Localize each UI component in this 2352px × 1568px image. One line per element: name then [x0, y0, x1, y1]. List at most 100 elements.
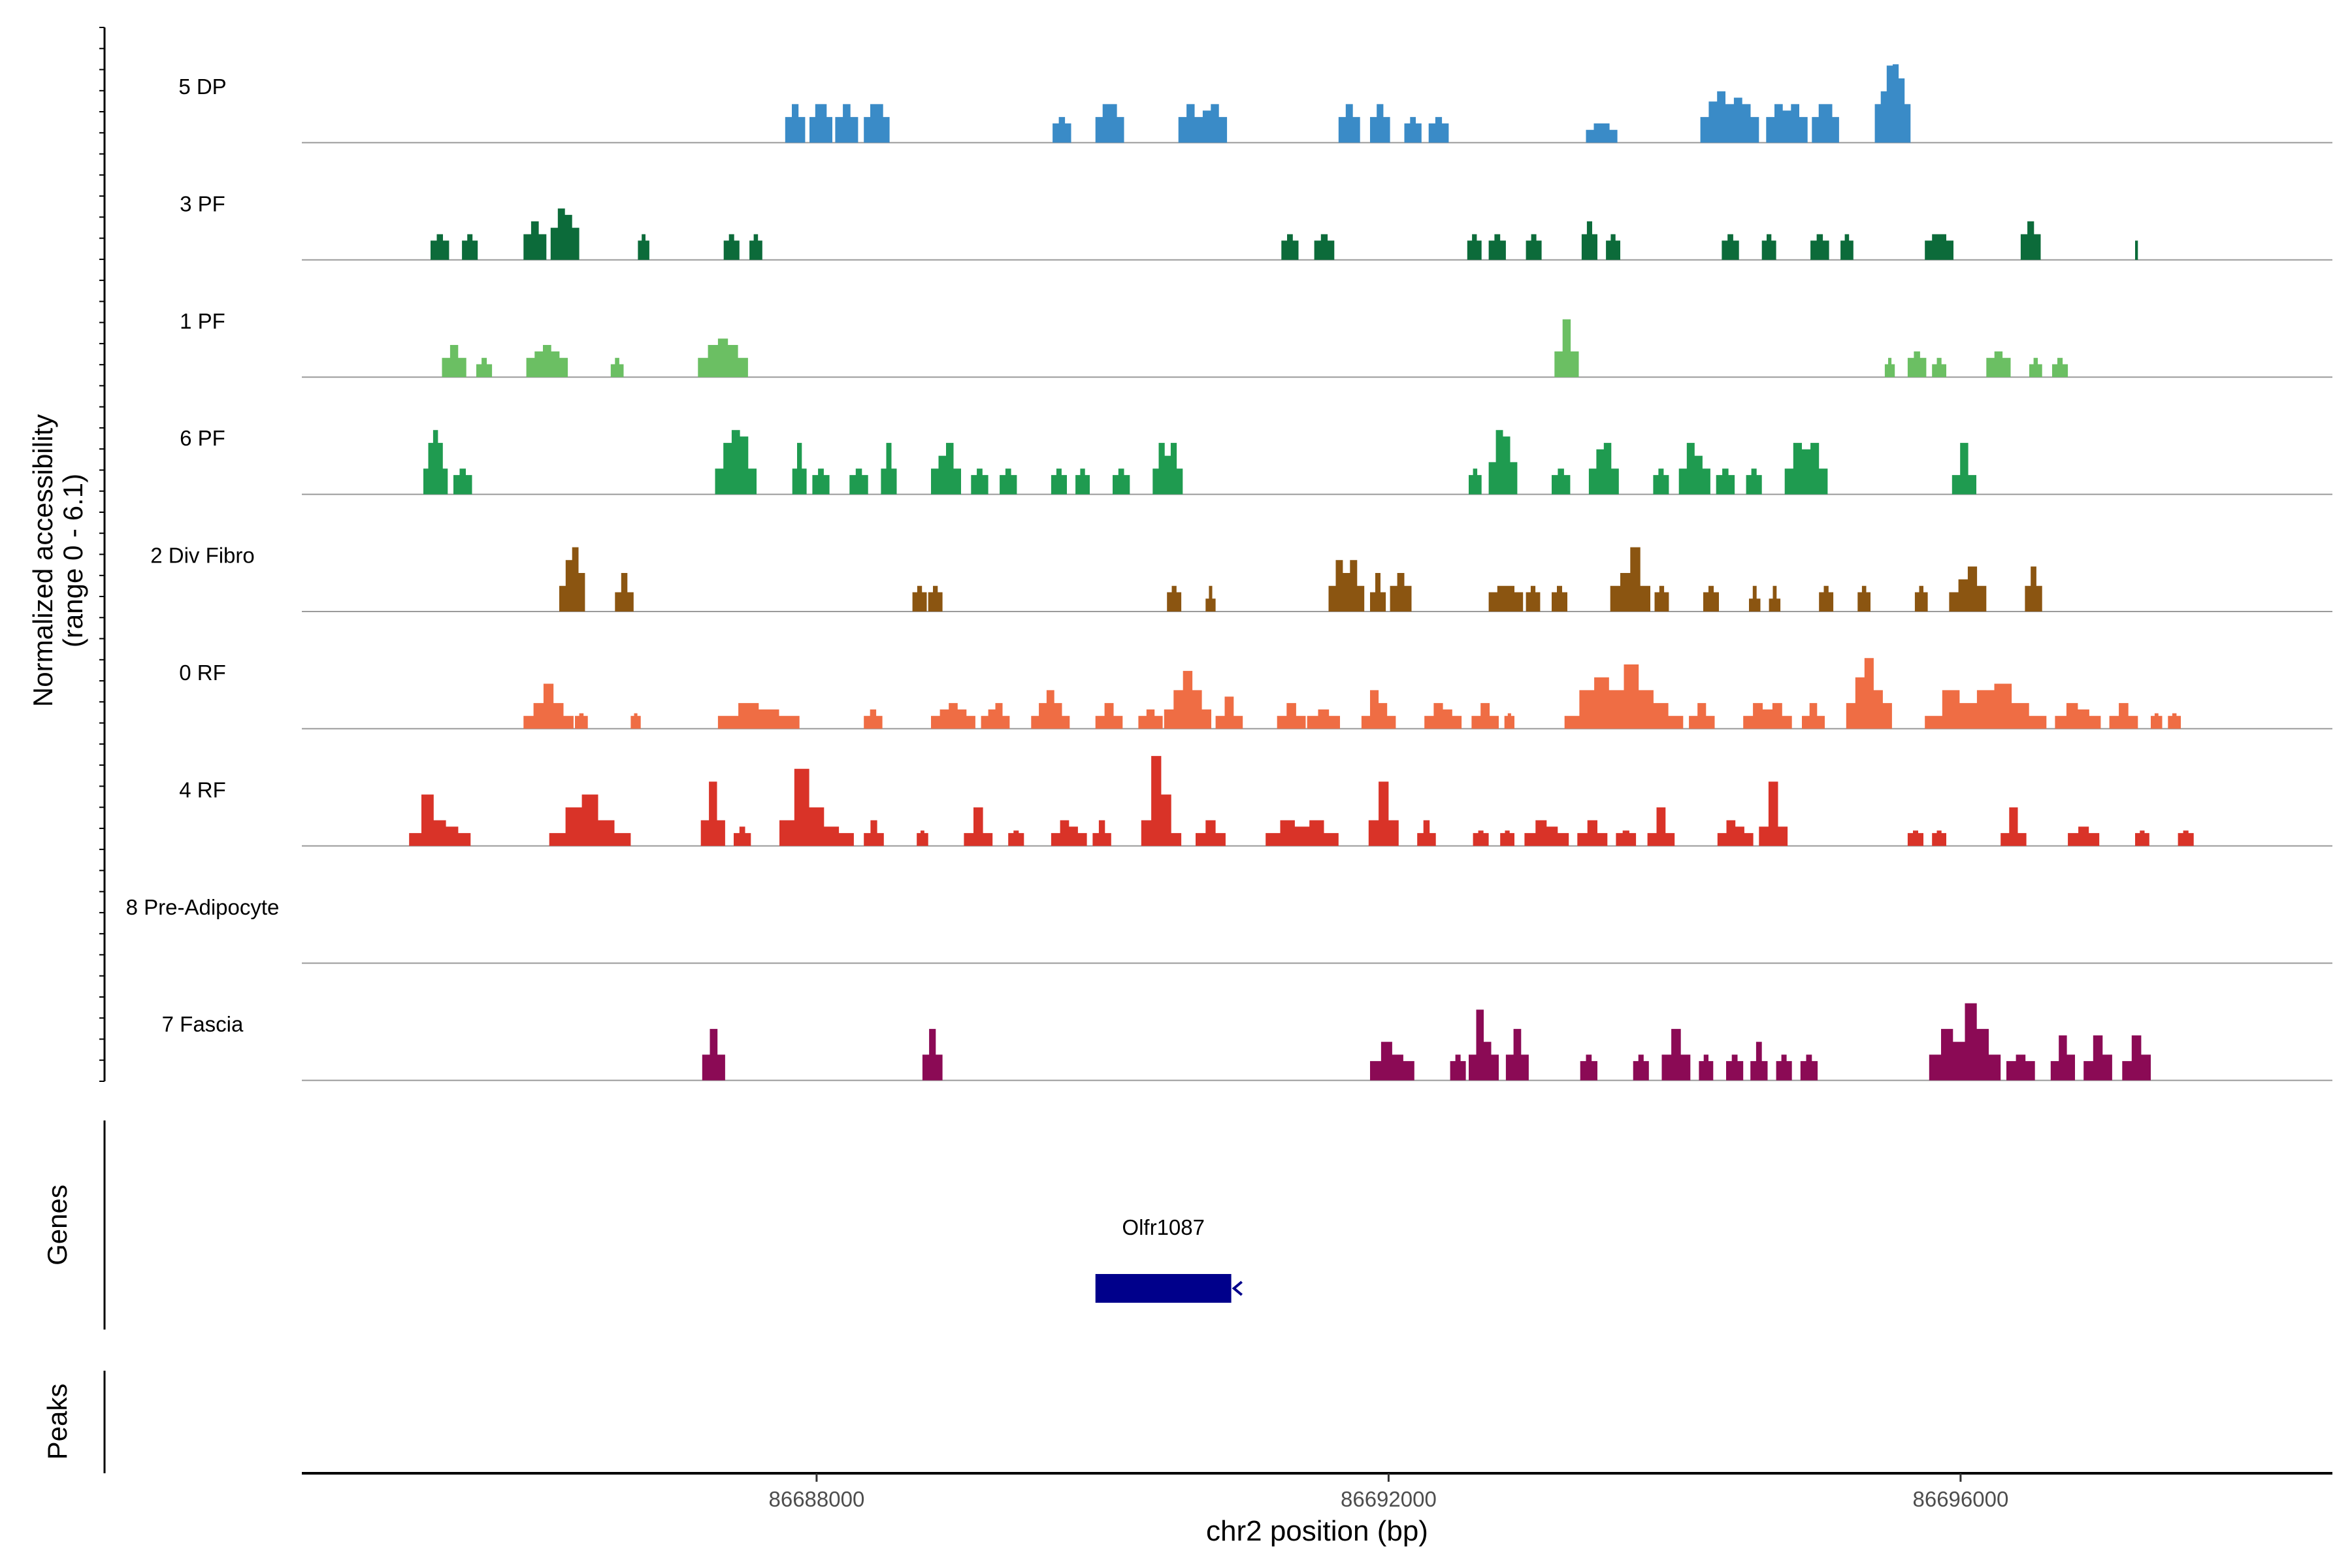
coverage-peak: [1819, 585, 1834, 612]
coverage-peak: [1846, 658, 1892, 729]
track-label: 4 RF: [179, 777, 226, 802]
coverage-peak: [1564, 664, 1684, 729]
coverage-peak: [2001, 807, 2027, 846]
coverage-peak: [1647, 807, 1675, 846]
track-label: 7 Fascia: [162, 1012, 244, 1036]
coverage-peak: [785, 104, 806, 143]
coverage-peak: [1840, 234, 1854, 260]
coverage-peak: [1031, 690, 1070, 729]
coverage-peak: [549, 794, 631, 846]
coverage-peak: [1526, 585, 1541, 612]
coverage-peak: [615, 573, 634, 612]
x-tick-label: 86696000: [1912, 1487, 2008, 1511]
coverage-peak: [779, 768, 854, 846]
coverage-peak: [1874, 64, 1911, 143]
coverage-peak: [2025, 566, 2042, 612]
coverage-peak: [1606, 234, 1620, 260]
coverage-peak: [1488, 234, 1506, 260]
coverage-peak: [1524, 820, 1569, 846]
coverage-peak: [1726, 1054, 1744, 1081]
coverage-peak: [1812, 104, 1839, 143]
track-1-pf: 1 PF: [180, 309, 2332, 378]
coverage-peak: [700, 781, 725, 846]
y-axis-title-line-1: Normalized accessibility: [27, 414, 58, 707]
coverage-peak: [1368, 781, 1399, 846]
coverage-peak: [1473, 830, 1489, 846]
coverage-peak: [1417, 820, 1436, 846]
coverage-peak: [912, 585, 927, 612]
coverage-peak: [1580, 1054, 1597, 1081]
y-axis-title-line-2: (range 0 - 6.1): [57, 474, 88, 647]
coverage-peak: [1678, 442, 1710, 495]
track-8-pre-adipocyte: 8 Pre-Adipocyte: [126, 895, 2332, 964]
track-2-div-fibro: 2 Div Fibro: [150, 544, 2332, 612]
coverage-peak: [1952, 442, 1976, 495]
coverage-peak: [1428, 117, 1449, 143]
coverage-peak: [1196, 820, 1226, 846]
coverage-peak: [2151, 713, 2163, 729]
coverage-peak: [1610, 547, 1650, 612]
coverage-peak: [881, 442, 897, 495]
coverage-peak: [1653, 468, 1669, 495]
coverage-peak: [2135, 240, 2138, 260]
coverage-peak: [1759, 781, 1788, 846]
coverage-peak: [1113, 468, 1130, 495]
coverage-peak: [1051, 468, 1067, 495]
coverage-peak: [792, 442, 807, 495]
coverage-peak: [964, 807, 993, 846]
coverage-peak: [1722, 234, 1739, 260]
coverage-peak: [1370, 1041, 1414, 1081]
coverage-peak: [2006, 1054, 2035, 1081]
coverage-peak: [1467, 234, 1482, 260]
coverage-peak: [1749, 585, 1761, 612]
coverage-peak: [1633, 1054, 1649, 1081]
gene-body: [1095, 1274, 1232, 1303]
coverage-peak: [575, 713, 588, 729]
coverage-peak: [717, 703, 800, 729]
coverage-peak: [1554, 319, 1579, 378]
coverage-peak: [559, 547, 585, 612]
peaks-panel-label-text: Peaks: [42, 1384, 73, 1460]
gene-label: Olfr1087: [1122, 1215, 1205, 1239]
track-label: 2 Div Fibro: [150, 544, 255, 568]
coverage-peak: [1616, 830, 1637, 846]
coverage-peak: [1932, 357, 1946, 378]
track-4-rf: 4 RF: [179, 756, 2332, 847]
coverage-peak: [1505, 1028, 1529, 1081]
coverage-peak: [526, 345, 568, 378]
coverage-peak: [1370, 573, 1386, 612]
coverage-peak: [1370, 104, 1390, 143]
coverage-peak: [1929, 1003, 2001, 1081]
coverage-peak: [1925, 683, 2047, 729]
coverage-peak: [453, 468, 472, 495]
y-axis-title: Normalized accessibility (range 0 - 6.1): [27, 414, 88, 707]
coverage-peak: [835, 104, 858, 143]
coverage-peak: [1053, 117, 1071, 143]
coverage-peak: [922, 1028, 943, 1081]
coverage-peak: [1471, 703, 1499, 729]
coverage-peak: [1907, 351, 1927, 378]
coverage-peak: [1266, 820, 1339, 846]
coverage-peak: [1277, 703, 1306, 729]
coverage-peak: [1205, 585, 1216, 612]
coverage-peak: [812, 468, 830, 495]
coverage-peak: [1488, 585, 1524, 612]
coverage-peak: [1152, 442, 1183, 495]
coverage-peak: [409, 794, 471, 846]
coverage-peak: [1717, 820, 1754, 846]
coverage-peak: [2168, 713, 2181, 729]
coverage-peak: [1361, 690, 1396, 729]
coverage-peak: [734, 826, 751, 846]
coverage-peak: [1138, 709, 1163, 729]
coverage-peak: [1141, 756, 1182, 846]
coverage-peak: [1716, 468, 1735, 495]
coverage-peak: [928, 585, 943, 612]
coverage-peak: [1051, 820, 1087, 846]
coverage-peak: [442, 345, 466, 378]
coverage-peak: [1338, 104, 1360, 143]
coverage-peak: [1703, 585, 1719, 612]
coverage-peak: [1661, 1028, 1691, 1081]
track-6-pf: 6 PF: [180, 426, 2332, 495]
coverage-peak: [1424, 703, 1462, 729]
coverage-peak: [638, 234, 649, 260]
